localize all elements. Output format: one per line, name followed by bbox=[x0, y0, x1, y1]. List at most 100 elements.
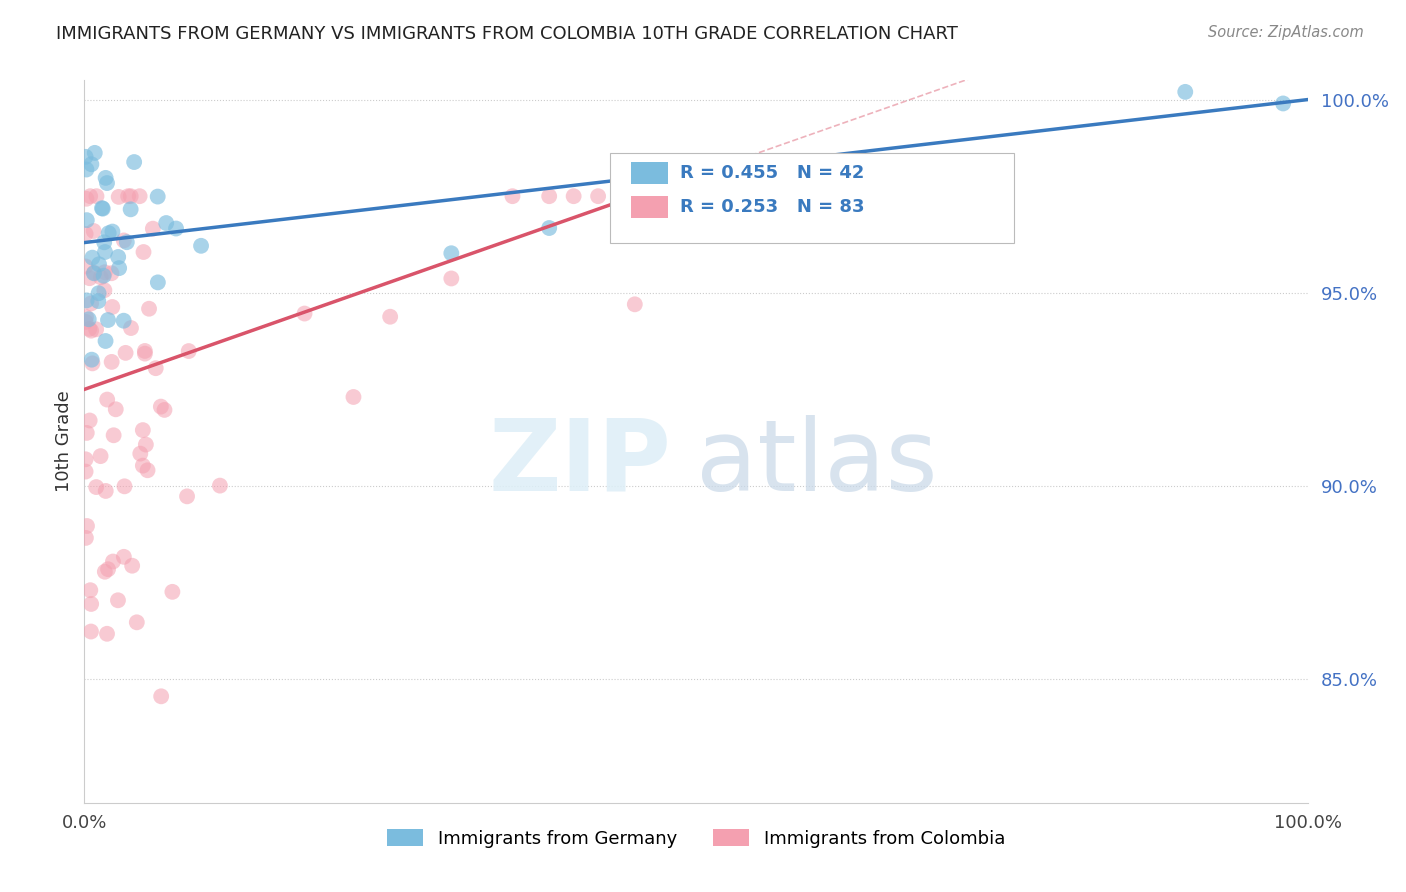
Point bbox=[84, 480, 107, 494]
Point bbox=[75, 452, 97, 467]
Point bbox=[538, 189, 561, 203]
Point bbox=[97, 226, 120, 240]
Point bbox=[91, 201, 114, 215]
Point bbox=[108, 261, 131, 276]
Point bbox=[112, 234, 135, 248]
Point bbox=[114, 346, 136, 360]
Point bbox=[177, 344, 200, 359]
Point bbox=[79, 322, 101, 336]
Point bbox=[134, 346, 156, 360]
Point bbox=[107, 190, 129, 204]
Point bbox=[77, 312, 100, 326]
Point bbox=[135, 437, 157, 451]
Point bbox=[146, 276, 169, 290]
Point bbox=[112, 549, 135, 564]
Point bbox=[138, 301, 160, 316]
Point bbox=[624, 194, 647, 209]
Point bbox=[90, 449, 112, 463]
Point bbox=[104, 402, 127, 417]
Point bbox=[122, 155, 145, 169]
Point bbox=[75, 531, 97, 545]
Point bbox=[80, 157, 103, 171]
Point bbox=[97, 313, 120, 327]
Point bbox=[440, 246, 463, 260]
Point bbox=[96, 392, 118, 407]
Point bbox=[93, 268, 115, 283]
Point bbox=[101, 225, 124, 239]
Y-axis label: 10th Grade: 10th Grade bbox=[55, 391, 73, 492]
Point bbox=[125, 615, 148, 630]
Point bbox=[440, 271, 463, 285]
Point bbox=[75, 465, 97, 479]
Point bbox=[80, 296, 103, 310]
Point bbox=[190, 239, 212, 253]
Point bbox=[709, 204, 731, 219]
Point bbox=[83, 266, 105, 280]
Point bbox=[91, 202, 114, 216]
Point bbox=[79, 189, 101, 203]
Point bbox=[79, 413, 101, 427]
Point bbox=[176, 489, 198, 503]
Point bbox=[132, 458, 155, 473]
Text: ZIP: ZIP bbox=[489, 415, 672, 512]
Point bbox=[82, 251, 104, 265]
Point bbox=[1174, 85, 1197, 99]
Point bbox=[208, 478, 231, 492]
Point bbox=[107, 593, 129, 607]
Point bbox=[685, 189, 707, 203]
Point bbox=[136, 463, 159, 477]
Point bbox=[76, 519, 98, 533]
Point bbox=[502, 189, 524, 203]
Point bbox=[120, 202, 142, 217]
Point bbox=[624, 297, 647, 311]
Point bbox=[146, 189, 169, 203]
Point bbox=[1272, 96, 1295, 111]
Point bbox=[90, 270, 112, 285]
Point bbox=[129, 447, 152, 461]
Point bbox=[142, 221, 165, 235]
Point bbox=[586, 189, 609, 203]
Point bbox=[75, 162, 97, 177]
Point bbox=[991, 228, 1014, 243]
Point bbox=[96, 176, 118, 190]
Point bbox=[79, 271, 101, 285]
Legend: Immigrants from Germany, Immigrants from Colombia: Immigrants from Germany, Immigrants from… bbox=[380, 822, 1012, 855]
Point bbox=[145, 361, 167, 376]
Point bbox=[112, 314, 135, 328]
Point bbox=[132, 245, 155, 260]
Point bbox=[150, 690, 173, 704]
Point bbox=[155, 216, 177, 230]
Point bbox=[538, 221, 561, 235]
Point bbox=[75, 310, 97, 324]
Point bbox=[661, 189, 683, 203]
Point bbox=[734, 189, 756, 203]
Point bbox=[94, 334, 117, 348]
Point bbox=[75, 315, 97, 329]
Point bbox=[87, 294, 110, 309]
Point bbox=[97, 562, 120, 576]
Point bbox=[103, 428, 125, 442]
Point bbox=[82, 356, 104, 370]
Point bbox=[87, 257, 110, 271]
Point bbox=[121, 558, 143, 573]
Point bbox=[94, 483, 117, 498]
FancyBboxPatch shape bbox=[610, 153, 1014, 243]
Point bbox=[115, 235, 138, 250]
Point bbox=[87, 286, 110, 301]
Point bbox=[94, 245, 117, 260]
Point bbox=[75, 192, 97, 206]
Point bbox=[149, 400, 172, 414]
Point bbox=[120, 321, 142, 335]
Point bbox=[76, 293, 98, 308]
Point bbox=[128, 189, 150, 203]
Point bbox=[76, 425, 98, 440]
Text: IMMIGRANTS FROM GERMANY VS IMMIGRANTS FROM COLOMBIA 10TH GRADE CORRELATION CHART: IMMIGRANTS FROM GERMANY VS IMMIGRANTS FR… bbox=[56, 25, 957, 43]
Point bbox=[165, 221, 187, 235]
Point bbox=[86, 189, 108, 203]
Point bbox=[84, 322, 107, 336]
Point bbox=[94, 565, 117, 579]
Point bbox=[153, 403, 176, 417]
Point bbox=[79, 583, 101, 598]
Point bbox=[114, 479, 136, 493]
Point bbox=[132, 423, 155, 437]
